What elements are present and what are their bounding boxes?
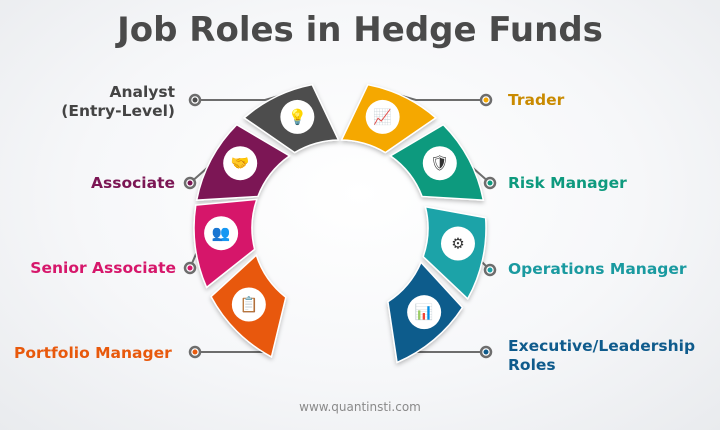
trader-desk-icon: 📈 — [365, 99, 400, 134]
lightbulb-icon: 💡 — [280, 99, 315, 134]
page-title: Job Roles in Hedge Funds — [117, 10, 603, 50]
svg-text:🛡: 🛡 — [430, 154, 449, 172]
website-footer: www.quantinsti.com — [299, 400, 421, 414]
role-label-executive-leadership: Executive/Leadership Roles — [508, 337, 696, 374]
role-label-senior-associate: Senior Associate — [30, 259, 176, 277]
svg-text:📊: 📊 — [415, 303, 434, 321]
user-gear-icon: ⚙ — [440, 226, 475, 261]
svg-text:💡: 💡 — [288, 108, 307, 126]
risk-hand-icon: 🛡 — [422, 146, 457, 181]
handshake-icon: 🤝 — [223, 146, 258, 181]
leadership-chart-icon: 📊 — [407, 295, 442, 330]
role-label-portfolio-manager: Portfolio Manager — [14, 344, 172, 362]
svg-text:👥: 👥 — [212, 224, 231, 242]
role-label-operations-manager: Operations Manager — [508, 260, 687, 278]
role-label-risk-manager: Risk Manager — [508, 174, 627, 192]
role-label-analyst: Analyst (Entry-Level) — [61, 83, 175, 120]
svg-text:🤝: 🤝 — [231, 154, 250, 172]
role-label-associate: Associate — [91, 174, 175, 192]
svg-text:📋: 📋 — [239, 295, 258, 313]
portfolio-document-icon: 📋 — [231, 287, 266, 322]
role-label-trader: Trader — [508, 91, 565, 109]
team-group-icon: 👥 — [204, 216, 239, 251]
svg-text:⚙: ⚙ — [451, 235, 464, 253]
svg-text:📈: 📈 — [373, 108, 392, 126]
